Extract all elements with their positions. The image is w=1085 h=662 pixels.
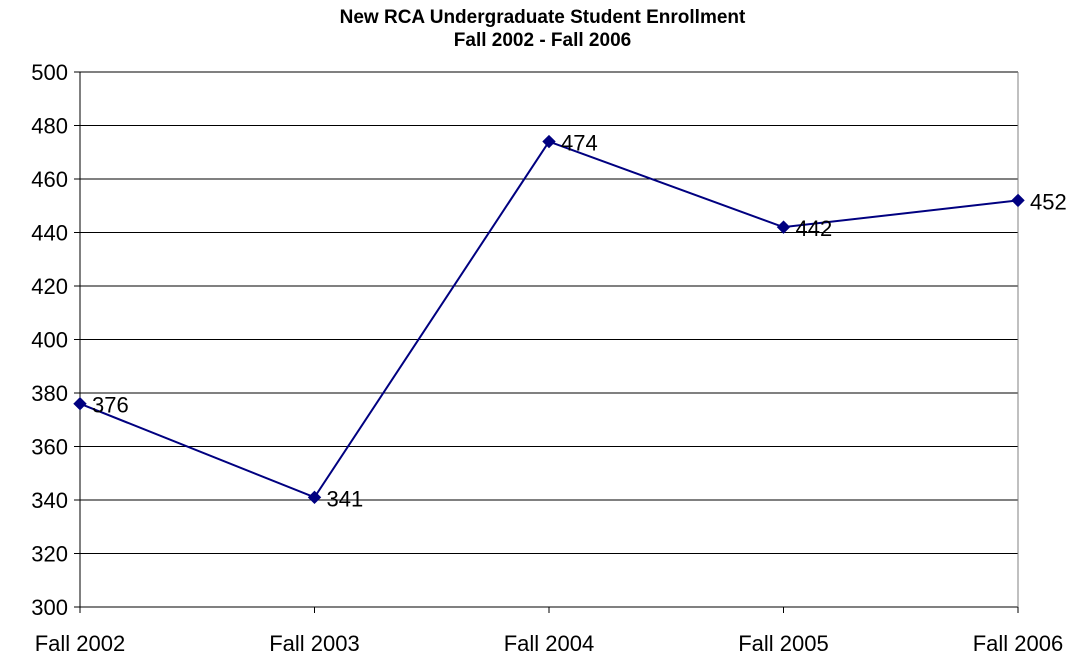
- x-tick-label: Fall 2002: [35, 631, 126, 656]
- series-layer: [79, 140, 1019, 499]
- y-tick-label: 480: [31, 114, 68, 139]
- y-tick-label: 380: [31, 381, 68, 406]
- y-tick-label: 500: [31, 60, 68, 85]
- chart-title-block: New RCA Undergraduate Student Enrollment…: [0, 6, 1085, 52]
- data-label: 341: [327, 486, 364, 511]
- y-tick-label: 320: [31, 542, 68, 567]
- x-tick-label: Fall 2003: [269, 631, 360, 656]
- y-tick-label: 360: [31, 435, 68, 460]
- x-tick-label: Fall 2004: [504, 631, 595, 656]
- data-label: 474: [561, 131, 598, 156]
- x-tick-label: Fall 2006: [973, 631, 1064, 656]
- y-tick-label: 300: [31, 595, 68, 620]
- y-tick-label: 400: [31, 328, 68, 353]
- data-label-layer: 376 341 474 442 452: [92, 131, 1067, 512]
- data-label: 452: [1030, 189, 1067, 214]
- y-axis-tick-labels: 300 320 340 360 380 400 420 440 460 480 500: [31, 60, 68, 620]
- marker-layer: [73, 134, 1025, 505]
- data-point-marker: [1011, 193, 1025, 208]
- y-tick-label: 460: [31, 167, 68, 192]
- data-point-marker: [73, 396, 87, 411]
- data-label: 376: [92, 393, 129, 418]
- axes: [74, 71, 1019, 613]
- x-axis-tick-labels: Fall 2002 Fall 2003 Fall 2004 Fall 2005 Fall…: [35, 631, 1064, 656]
- y-tick-label: 440: [31, 221, 68, 246]
- chart-subtitle: Fall 2002 - Fall 2006: [453, 30, 632, 51]
- x-tick-label: Fall 2005: [738, 631, 829, 656]
- data-label: 442: [796, 216, 833, 241]
- gridlines: [80, 71, 1018, 554]
- data-point-marker: [542, 134, 556, 149]
- data-point-marker: [307, 490, 322, 505]
- chart-title: New RCA Undergraduate Student Enrollment: [339, 7, 746, 28]
- y-tick-label: 420: [31, 274, 68, 299]
- y-tick-label: 340: [31, 488, 68, 513]
- series-line: [79, 140, 1019, 499]
- data-point-marker: [776, 220, 791, 234]
